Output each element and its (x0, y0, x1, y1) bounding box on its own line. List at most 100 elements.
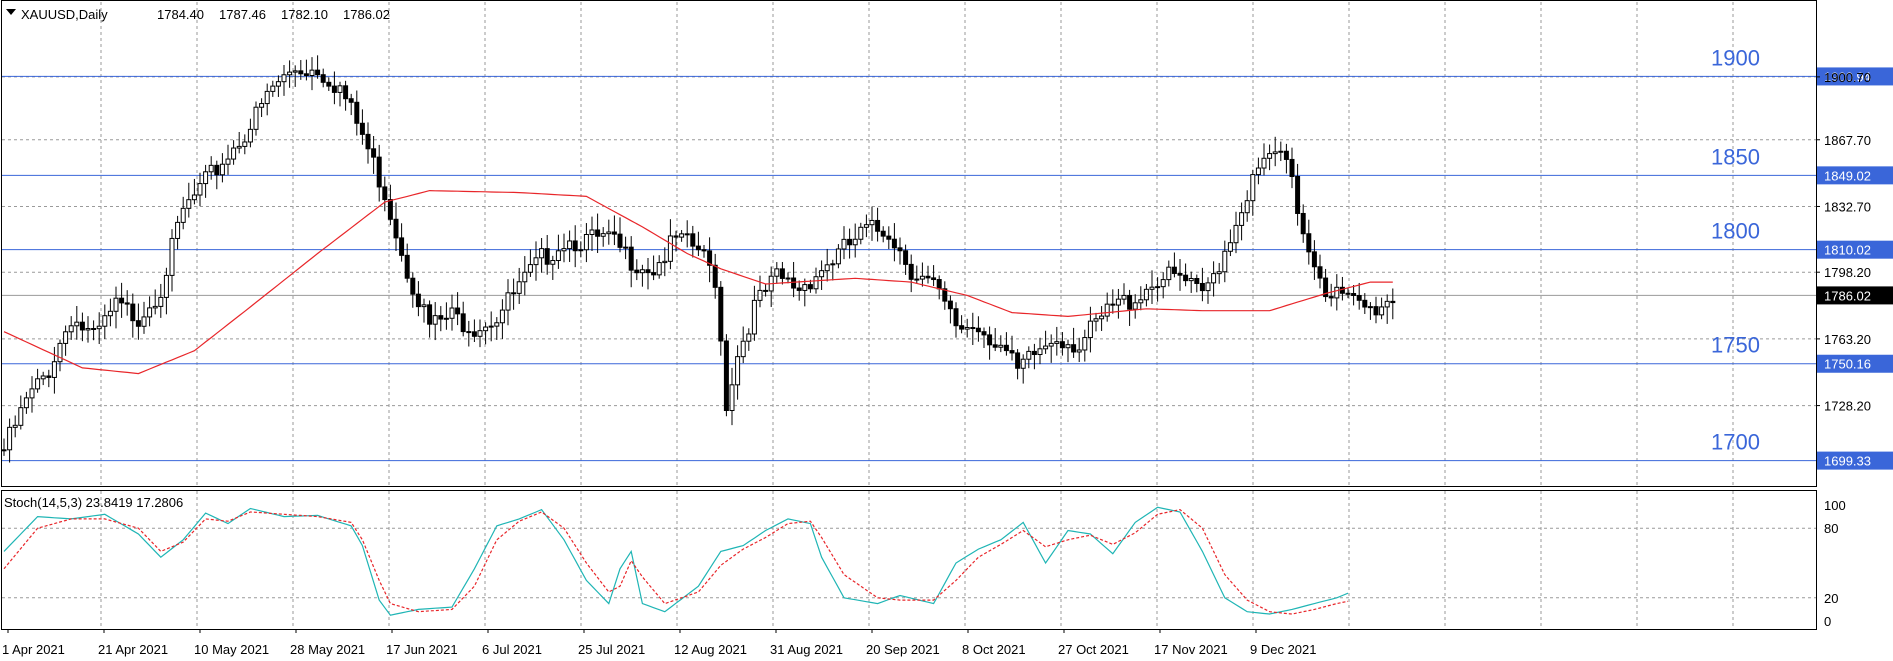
date-tick-label: 12 Aug 2021 (674, 642, 747, 657)
candle-body (29, 388, 35, 399)
candle-body (1339, 286, 1345, 294)
date-tick-label: 28 May 2021 (290, 642, 365, 657)
candle-body (455, 307, 461, 315)
moving-average-line (3, 189, 1393, 375)
candle-body (1233, 224, 1239, 244)
candle-body (264, 90, 270, 105)
candle-body (1059, 341, 1065, 349)
candle-body (695, 245, 701, 251)
candle-body (382, 186, 388, 201)
candle-body (718, 286, 724, 342)
moving-average (3, 189, 1393, 375)
candle-body (690, 233, 696, 247)
candle-body (544, 248, 550, 265)
candle-body (292, 70, 298, 73)
candle-body (1334, 286, 1340, 299)
candle-body (959, 325, 965, 330)
candle-body (1300, 212, 1306, 235)
candle-body (152, 305, 158, 309)
candle-body (1104, 303, 1110, 317)
candle-body (124, 302, 130, 305)
candle-body (1076, 349, 1082, 353)
candle-body (410, 277, 416, 295)
candle-body (315, 69, 321, 76)
candle-body (1222, 250, 1228, 273)
candle-body (68, 325, 74, 333)
candle-body (791, 277, 797, 289)
candle-body (701, 249, 707, 252)
candle-body (259, 103, 265, 108)
candle-body (1328, 296, 1334, 299)
candle-body (1166, 266, 1172, 281)
candle-body (1121, 294, 1127, 300)
candle-body (1311, 251, 1317, 268)
candle-body (1267, 153, 1273, 159)
candle-body (415, 293, 421, 308)
price-level-label: 1700 (1711, 430, 1760, 455)
candle-body (595, 229, 601, 237)
candle-body (1278, 150, 1284, 153)
candle-body (1188, 277, 1194, 282)
candle-body (354, 101, 360, 124)
candle-body (1205, 282, 1211, 292)
candle-body (186, 199, 192, 209)
candle-body (807, 284, 813, 290)
candle-body (326, 81, 332, 87)
candle-body (1082, 337, 1088, 351)
candle-body (880, 230, 886, 237)
candle-body (611, 231, 617, 235)
stoch-tick-label: 0 (1824, 614, 1831, 629)
date-tick-label: 6 Jul 2021 (482, 642, 542, 657)
candle-body (1317, 266, 1323, 279)
candle-body (662, 260, 668, 264)
stoch-tick-label: 100 (1824, 498, 1846, 513)
date-tick-label: 17 Nov 2021 (1154, 642, 1228, 657)
candle-body (371, 148, 377, 158)
candle-body (1132, 302, 1138, 310)
candle-body (1373, 306, 1379, 316)
candle-body (1199, 282, 1205, 292)
candle-body (393, 218, 399, 239)
candle-body (359, 122, 365, 135)
candles (1, 55, 1396, 463)
candle-body (852, 238, 858, 246)
axis-labels: 1900.70 1867.70 1832.70 1798.20 1763.20 1728.… (2, 70, 1871, 657)
candle-body (427, 304, 433, 325)
current-price-tag (1817, 286, 1893, 305)
candle-body (1345, 292, 1351, 295)
stoch-panel (1, 490, 1817, 630)
collapse-arrow-icon[interactable] (6, 9, 16, 15)
candle-body (231, 147, 237, 160)
candle-body (343, 85, 349, 100)
candle-body (908, 263, 914, 280)
candle-body (1306, 233, 1312, 253)
candle-body (1015, 352, 1021, 369)
price-tick-label: 1763.20 (1824, 332, 1871, 347)
candle-body (421, 304, 427, 308)
price-level-tag (1817, 354, 1893, 373)
candle-body (494, 322, 500, 327)
candle-body (365, 133, 371, 150)
candle-body (141, 316, 147, 327)
candle-body (1037, 348, 1043, 356)
candle-body (942, 288, 948, 302)
candle-body (1054, 341, 1060, 344)
candle-body (970, 327, 976, 330)
price-tick-label: 1867.70 (1824, 133, 1871, 148)
candle-body (1138, 299, 1144, 304)
candle-body (1272, 151, 1278, 155)
candle-body (1211, 273, 1217, 284)
ohlc-low: 1782.10 (281, 7, 328, 22)
candle-body (1379, 306, 1385, 316)
candle-body (1155, 286, 1161, 289)
price-tick-label: 1728.20 (1824, 399, 1871, 414)
candle-body (1239, 212, 1245, 226)
candle-body (987, 334, 993, 346)
candle-body (1065, 344, 1071, 349)
candle-body (309, 69, 315, 76)
candle-body (443, 317, 449, 320)
candle-body (785, 277, 791, 280)
candle-body (723, 340, 729, 412)
candle-body (79, 321, 85, 331)
